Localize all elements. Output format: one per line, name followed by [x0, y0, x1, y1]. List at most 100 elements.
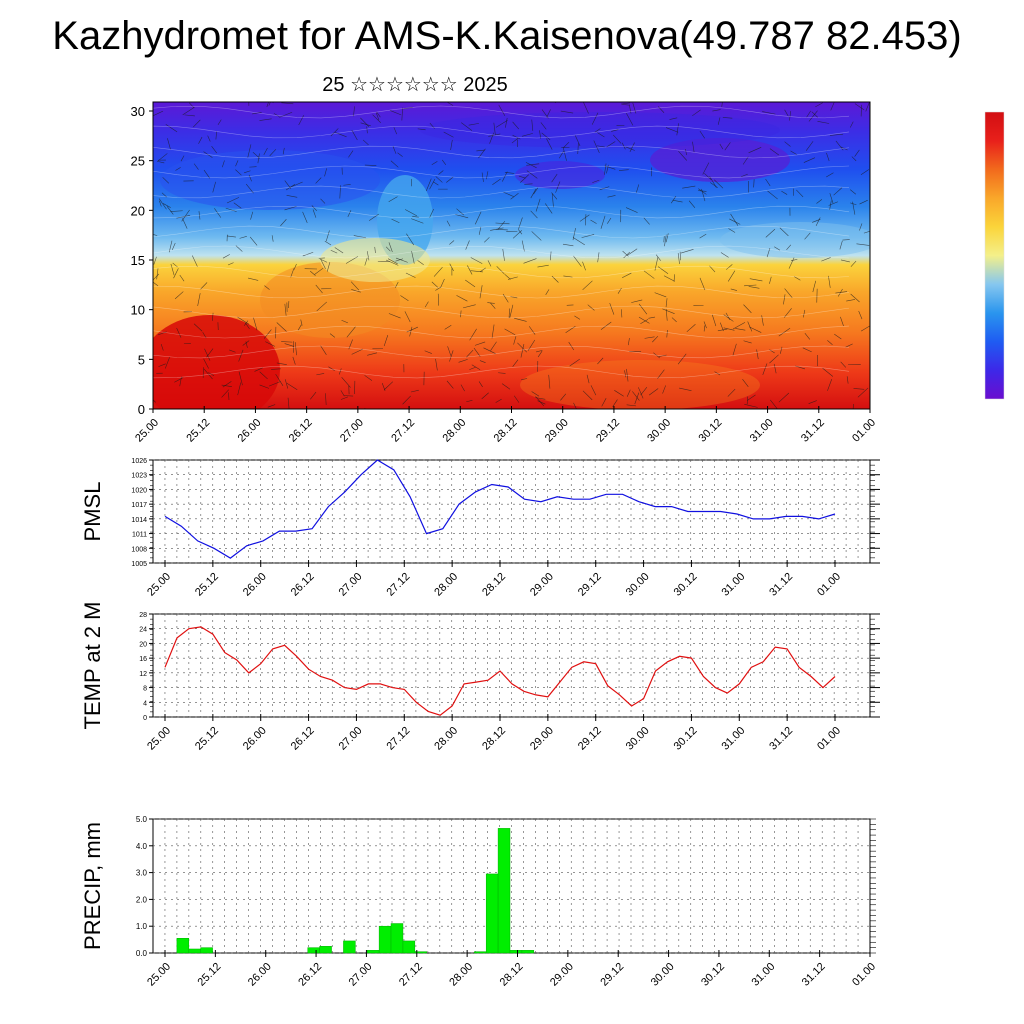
precip-x-tick-label: 30.12: [699, 961, 727, 989]
wind-barb: [686, 324, 696, 333]
wind-barb: [747, 321, 753, 332]
wind-barb: [626, 404, 636, 407]
isoline: [153, 245, 850, 259]
wind-barb: [385, 246, 391, 252]
isoline: [153, 265, 850, 279]
wind-barb: [590, 219, 597, 224]
wind-barb: [735, 328, 746, 331]
y-tick-label: 25: [131, 154, 145, 169]
wind-barb: [324, 168, 327, 177]
wind-barb: [527, 339, 536, 351]
wind-barb: [390, 160, 399, 168]
wind-barb: [272, 102, 274, 104]
wind-barb: [770, 399, 778, 409]
wind-barb: [330, 249, 338, 254]
wind-barb: [521, 133, 533, 137]
wind-barb: [221, 384, 232, 387]
pmsl-x-tick-label: 26.00: [241, 571, 269, 599]
wind-barb: [316, 301, 327, 312]
wind-barb: [612, 134, 622, 144]
wind-barb: [698, 190, 707, 192]
wind-barb: [512, 359, 519, 367]
wind-barb: [293, 263, 297, 270]
wind-barb: [271, 368, 281, 370]
wind-barb: [560, 393, 567, 401]
wind-barb: [788, 257, 795, 269]
isoline: [153, 285, 850, 299]
wind-barb: [202, 332, 207, 339]
wind-barb: [597, 145, 605, 148]
wind-barb: [404, 311, 411, 323]
wind-barb: [727, 270, 736, 282]
isoline: [153, 325, 850, 339]
wind-barb: [406, 233, 415, 246]
wind-barb: [678, 150, 688, 161]
temp-2m-x-tick-label: 01.00: [815, 725, 843, 753]
wind-barb: [263, 329, 272, 339]
wind-barb: [714, 371, 721, 376]
wind-barb: [510, 192, 519, 200]
wind-barb: [551, 173, 558, 183]
wind-barb: [581, 234, 595, 238]
wind-barb: [780, 346, 783, 354]
wind-barb: [366, 126, 368, 134]
wind-barb: [513, 336, 517, 345]
wind-barb: [676, 123, 679, 136]
wind-barb: [520, 174, 529, 183]
wind-barb: [626, 368, 629, 382]
isoline: [153, 365, 850, 379]
pmsl-y-tick-label: 1014: [131, 517, 147, 524]
wind-barb: [828, 275, 831, 288]
wind-barb: [572, 237, 585, 246]
wind-barb: [778, 327, 791, 337]
wind-barb: [340, 396, 349, 400]
wind-barb: [572, 228, 576, 241]
wind-barb: [325, 393, 327, 406]
wind-barb: [680, 249, 694, 254]
wind-barb: [233, 202, 242, 209]
wind-barb: [311, 205, 317, 211]
section-x-tick-label: 25.12: [184, 417, 212, 445]
wind-barb: [389, 110, 402, 116]
wind-barb: [511, 137, 519, 144]
wind-barb: [531, 391, 540, 397]
wind-barb: [402, 395, 411, 405]
wind-barb: [166, 206, 174, 215]
wind-barb: [834, 333, 842, 340]
wind-barb: [621, 102, 630, 105]
wind-barb: [587, 304, 595, 311]
wind-barb: [461, 122, 473, 131]
wind-barb: [153, 281, 159, 287]
wind-barb: [162, 203, 171, 208]
wind-barb: [712, 314, 717, 327]
wind-barb: [518, 217, 523, 230]
temp-2m-y-axis-label: TEMP at 2 M: [80, 602, 105, 730]
isoline: [153, 345, 850, 359]
wind-barb: [720, 252, 729, 258]
wind-barb: [638, 303, 648, 315]
wind-barb: [725, 312, 731, 320]
pmsl-y-tick-label: 1011: [132, 532, 147, 539]
wind-barb: [802, 309, 806, 318]
wind-barb: [329, 333, 336, 338]
wind-barb: [181, 209, 190, 222]
wind-barb: [179, 274, 185, 282]
wind-barb: [325, 230, 330, 242]
wind-barb: [473, 347, 481, 357]
wind-barb: [828, 201, 838, 206]
wind-barb: [626, 113, 634, 126]
wind-barb: [530, 188, 537, 199]
wind-barb: [795, 365, 806, 370]
wind-barb: [563, 275, 573, 278]
wind-barb: [658, 354, 667, 357]
wind-barb: [654, 292, 667, 298]
wind-barb: [657, 369, 665, 379]
wind-barb: [562, 243, 574, 247]
wind-barb: [524, 183, 533, 185]
wind-barb: [478, 148, 486, 159]
wind-barb: [830, 102, 835, 111]
wind-barb: [481, 172, 484, 182]
wind-barb: [796, 189, 804, 198]
wind-barb: [663, 275, 675, 282]
